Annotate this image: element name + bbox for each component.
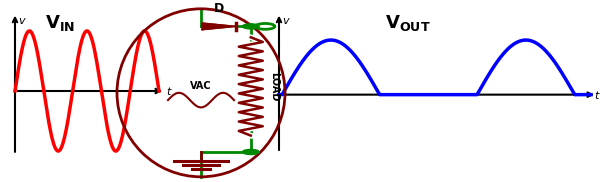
Text: t: t: [166, 87, 170, 97]
Text: v: v: [18, 16, 25, 26]
Text: v: v: [282, 16, 289, 26]
Text: t: t: [594, 91, 598, 101]
Circle shape: [242, 24, 259, 29]
Polygon shape: [202, 23, 236, 30]
Text: D: D: [214, 3, 224, 15]
Circle shape: [242, 149, 259, 155]
Text: $\mathbf{V_{OUT}}$: $\mathbf{V_{OUT}}$: [385, 13, 431, 33]
Text: LOAD: LOAD: [269, 72, 279, 101]
Text: $\mathbf{V_{IN}}$: $\mathbf{V_{IN}}$: [45, 13, 75, 33]
Text: VAC: VAC: [190, 81, 212, 90]
